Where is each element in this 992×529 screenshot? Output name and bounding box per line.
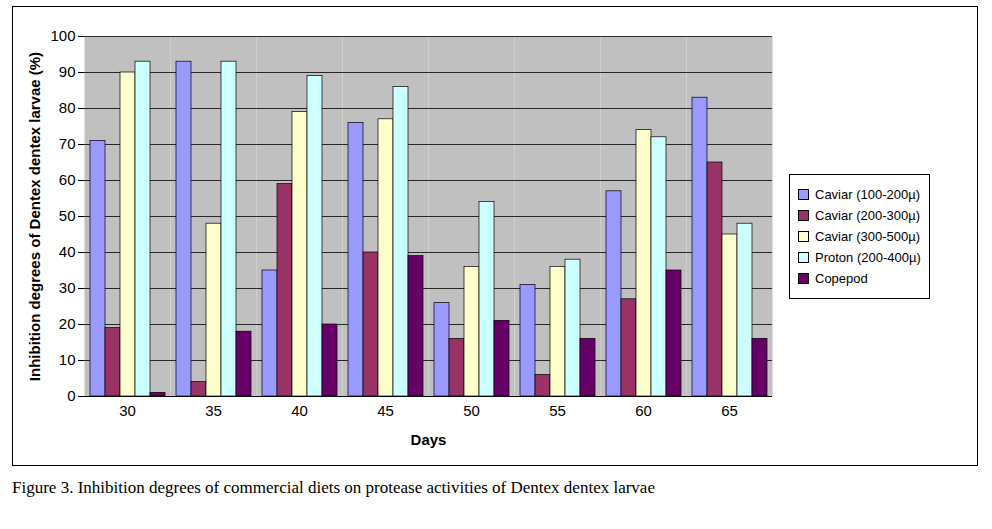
- svg-text:35: 35: [205, 402, 222, 419]
- svg-text:40: 40: [59, 243, 76, 260]
- svg-text:60: 60: [59, 171, 76, 188]
- svg-text:50: 50: [463, 402, 480, 419]
- svg-text:80: 80: [59, 99, 76, 116]
- html-text:Proton (200-400µ): Proton (200-400µ): [815, 249, 921, 265]
- svg-text:0: 0: [67, 387, 75, 404]
- html-text:Caviar (200-300µ): Caviar (200-300µ): [815, 207, 920, 223]
- html-text:Caviar (100-200µ): Caviar (100-200µ): [815, 186, 920, 202]
- svg-text:90: 90: [59, 63, 76, 80]
- svg-text:55: 55: [549, 402, 566, 419]
- svg-text:Inhibition degrees of Dentex d: Inhibition degrees of Dentex dentex larv…: [26, 52, 43, 381]
- svg-text:10: 10: [59, 351, 76, 368]
- svg-text:50: 50: [59, 207, 76, 224]
- html-text:Figure 3. Inhibition degrees o: Figure 3. Inhibition degrees of commerci…: [12, 478, 655, 497]
- html-text:Caviar (300-500µ): Caviar (300-500µ): [815, 228, 920, 244]
- svg-text:20: 20: [59, 315, 76, 332]
- html-text:Copepod: Copepod: [815, 270, 868, 286]
- svg-text:40: 40: [291, 402, 308, 419]
- svg-text:45: 45: [377, 402, 394, 419]
- svg-text:65: 65: [721, 402, 738, 419]
- svg-text:30: 30: [119, 402, 136, 419]
- svg-text:Days: Days: [411, 431, 447, 448]
- svg-text:30: 30: [59, 279, 76, 296]
- svg-text:60: 60: [635, 402, 652, 419]
- svg-text:70: 70: [59, 135, 76, 152]
- svg-text:100: 100: [50, 27, 75, 44]
